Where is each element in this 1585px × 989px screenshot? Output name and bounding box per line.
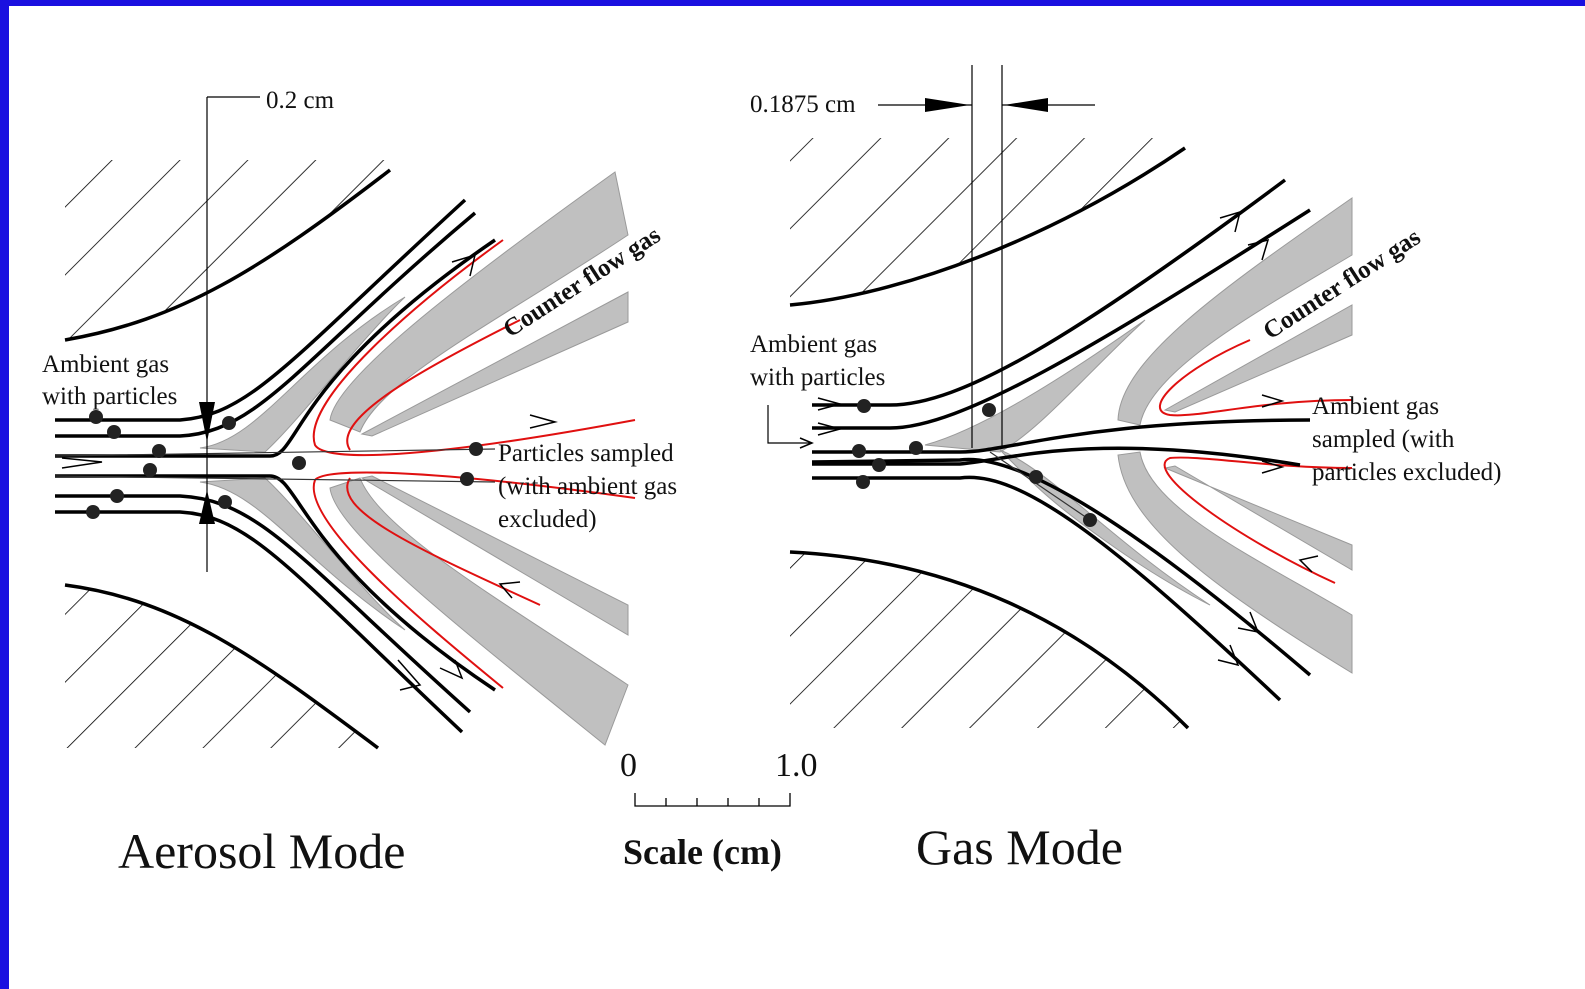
streamline xyxy=(55,494,472,714)
outlet-label: Ambient gas xyxy=(1312,393,1439,420)
panel-title: Gas Mode xyxy=(916,819,1123,875)
red-streamline xyxy=(346,319,521,451)
wall xyxy=(789,550,1190,730)
flow-arrow xyxy=(439,659,464,680)
flow-arrow xyxy=(817,397,843,411)
flow-arrow xyxy=(1261,394,1285,408)
wall xyxy=(64,583,380,750)
flow-arrow xyxy=(799,437,814,449)
particle xyxy=(856,475,870,489)
particle xyxy=(292,456,306,470)
outlet-label: sampled (with xyxy=(1312,426,1455,453)
particles xyxy=(86,410,483,519)
counterflow-region xyxy=(1117,451,1353,674)
dimension-label: 0.2 cm xyxy=(266,87,335,114)
outlet-label: (with ambient gas xyxy=(498,473,677,500)
outlet-label: excluded) xyxy=(498,506,597,533)
flow-arrow xyxy=(1247,238,1270,261)
streamline xyxy=(55,474,496,692)
streamline xyxy=(55,238,496,458)
dimension-arrow xyxy=(925,98,970,112)
outlet-label: particles excluded) xyxy=(1312,459,1502,486)
scale-max: 1.0 xyxy=(775,747,818,784)
counterflow-region xyxy=(360,291,629,437)
flow-arrow xyxy=(1261,460,1285,474)
flow-arrow xyxy=(61,457,103,469)
dimension-arrow xyxy=(199,402,215,442)
counterflow-region xyxy=(329,477,629,746)
nozzle-region xyxy=(999,449,1211,606)
streamline xyxy=(812,208,1311,430)
scale-min: 0 xyxy=(620,747,637,784)
streamline xyxy=(811,457,1312,677)
aerosol-mode-drawing xyxy=(54,96,636,750)
particle xyxy=(982,403,996,417)
particle xyxy=(1029,470,1043,484)
flow-arrow xyxy=(1298,555,1319,573)
flow-arrow xyxy=(498,581,521,599)
particle xyxy=(86,505,100,519)
gas-mode-drawing xyxy=(767,65,1353,730)
particle xyxy=(218,495,232,509)
label-leader xyxy=(767,405,812,444)
flow-arrow xyxy=(1219,210,1242,233)
inlet-label: with particles xyxy=(42,383,177,410)
diagram: 0.2 cm Ambient gas with particles Counte… xyxy=(42,65,1502,879)
particle xyxy=(909,441,923,455)
slide: 0.2 cm Ambient gas with particles Counte… xyxy=(9,6,1585,989)
particle xyxy=(222,416,236,430)
dimension-arrow xyxy=(199,490,215,524)
nozzle-region xyxy=(924,319,1146,453)
particle xyxy=(143,463,157,477)
counterflow-region xyxy=(1117,197,1353,426)
flow-arrow xyxy=(817,422,843,436)
flow-arrow xyxy=(1217,644,1240,667)
panel-title: Aerosol Mode xyxy=(118,823,405,879)
inlet-label: Ambient gas xyxy=(42,351,169,378)
particle xyxy=(152,444,166,458)
nozzle-region xyxy=(199,477,406,631)
wall xyxy=(64,168,392,342)
shape xyxy=(634,793,791,807)
particle xyxy=(1083,513,1097,527)
flow-arrow xyxy=(1237,611,1260,634)
particle xyxy=(107,425,121,439)
red-streamline xyxy=(346,477,541,606)
particle xyxy=(857,399,871,413)
streamline xyxy=(812,178,1287,407)
nozzle-region xyxy=(199,296,406,453)
thin-streamline xyxy=(989,451,1091,521)
flow-arrow xyxy=(451,253,477,277)
streamline xyxy=(55,198,467,422)
inlet-label: Ambient gas xyxy=(750,331,877,358)
scale-label: Scale (cm) xyxy=(623,832,782,872)
streamline xyxy=(55,510,464,734)
particles xyxy=(852,399,1097,527)
particle xyxy=(469,442,483,456)
particle xyxy=(110,489,124,503)
red-streamline xyxy=(1158,339,1353,417)
inlet-label: with particles xyxy=(750,364,885,391)
particle xyxy=(872,458,886,472)
thin-streamline xyxy=(54,448,496,483)
streamline xyxy=(812,446,1301,467)
streamline xyxy=(812,418,1311,454)
wall xyxy=(789,146,1186,307)
streamline xyxy=(55,211,477,438)
outlet-label: Particles sampled xyxy=(498,440,674,467)
dimension-label: 0.1875 cm xyxy=(750,91,856,118)
counterflow-region xyxy=(1163,304,1353,413)
flow-arrow xyxy=(397,659,422,691)
scale-bar xyxy=(634,793,791,807)
particle xyxy=(460,472,474,486)
particle xyxy=(852,444,866,458)
dimension-arrow xyxy=(1004,98,1048,112)
streamline xyxy=(812,475,1282,702)
counterflow-region xyxy=(1163,465,1353,571)
flow-arrow xyxy=(529,414,558,429)
particle xyxy=(89,410,103,424)
counterflow-region xyxy=(360,475,629,636)
